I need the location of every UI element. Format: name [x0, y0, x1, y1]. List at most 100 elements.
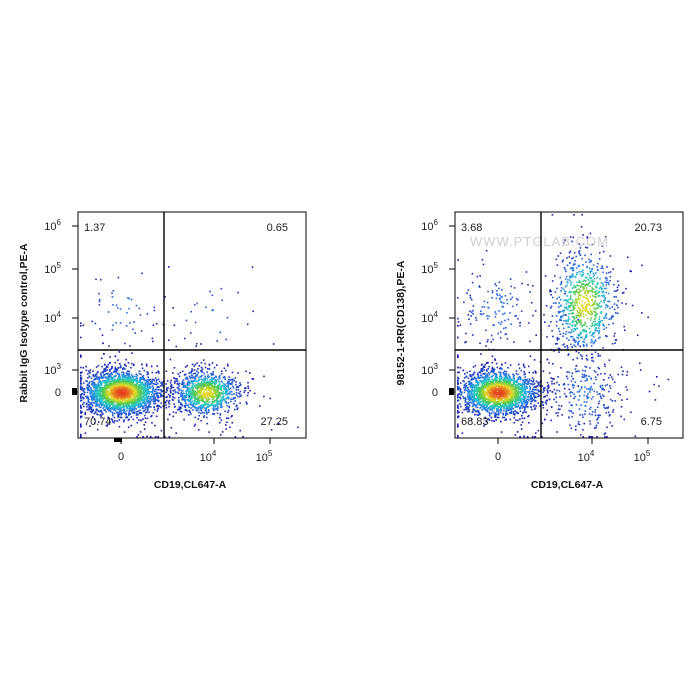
event-point — [653, 383, 655, 386]
event-point — [525, 411, 527, 414]
event-point — [169, 358, 172, 361]
event-point — [641, 312, 643, 314]
event-point — [466, 292, 468, 294]
event-point — [114, 399, 117, 401]
event-point — [138, 372, 141, 375]
quadrant-lower-right-value: 27.25 — [260, 416, 288, 428]
event-point — [135, 400, 138, 402]
event-point — [550, 377, 552, 379]
event-point — [191, 382, 193, 384]
event-point — [496, 416, 499, 419]
event-point — [227, 411, 229, 413]
event-point — [487, 368, 489, 370]
event-point — [84, 411, 87, 414]
event-point — [239, 395, 241, 398]
event-point — [500, 321, 503, 323]
event-point — [140, 412, 143, 414]
event-point — [189, 400, 191, 402]
event-point — [143, 424, 145, 426]
event-point — [182, 390, 184, 392]
event-point — [494, 414, 496, 417]
event-point — [112, 304, 114, 306]
event-point — [98, 300, 101, 303]
event-point — [634, 435, 636, 438]
event-point — [80, 388, 83, 391]
event-point — [91, 396, 93, 399]
event-point — [118, 373, 120, 376]
event-point — [113, 416, 116, 419]
event-point — [145, 404, 147, 407]
event-point — [532, 314, 534, 317]
event-point — [556, 287, 558, 290]
event-point — [97, 413, 99, 416]
event-point — [467, 289, 470, 291]
event-point — [601, 265, 604, 267]
event-point — [532, 388, 534, 391]
event-point — [221, 393, 224, 395]
event-point — [224, 376, 226, 379]
event-point — [541, 422, 544, 425]
event-point — [166, 389, 168, 392]
event-point — [575, 365, 578, 367]
event-point — [577, 319, 579, 321]
event-point — [568, 416, 570, 419]
event-point — [187, 400, 190, 402]
event-point — [609, 255, 612, 257]
event-point — [484, 363, 486, 366]
event-point — [463, 301, 465, 304]
event-point — [457, 415, 459, 418]
event-point — [208, 409, 210, 411]
event-point — [589, 406, 592, 409]
event-point — [244, 387, 246, 389]
event-point — [157, 371, 160, 373]
event-point — [527, 365, 530, 368]
event-point — [491, 368, 493, 370]
quadrant-upper-left-value: 1.37 — [84, 222, 105, 234]
event-point — [190, 413, 192, 415]
event-point — [88, 401, 90, 403]
event-point — [593, 427, 596, 429]
event-point — [109, 375, 111, 378]
event-point — [578, 250, 581, 252]
event-point — [203, 401, 206, 404]
event-point — [202, 384, 204, 387]
event-point — [89, 425, 91, 427]
event-point — [539, 385, 541, 387]
event-point — [135, 413, 138, 415]
event-point — [148, 379, 150, 381]
event-point — [220, 402, 222, 404]
event-point — [117, 413, 119, 415]
event-point — [507, 366, 509, 369]
event-point — [105, 424, 108, 427]
event-point — [545, 305, 548, 307]
event-point — [550, 419, 552, 422]
event-point — [92, 394, 94, 396]
event-point — [224, 378, 226, 381]
event-point — [103, 400, 105, 402]
event-point — [574, 429, 577, 431]
event-point — [616, 289, 619, 291]
event-point — [486, 301, 489, 304]
event-point — [125, 325, 128, 327]
event-point — [184, 373, 187, 376]
event-point — [220, 372, 223, 375]
event-point — [176, 380, 179, 383]
event-point — [120, 378, 123, 381]
event-point — [205, 407, 207, 409]
event-point — [138, 405, 140, 408]
event-point — [609, 374, 611, 376]
event-point — [201, 411, 204, 414]
event-point — [80, 415, 82, 418]
event-point — [202, 382, 204, 385]
event-point — [216, 409, 219, 411]
event-point — [217, 386, 220, 388]
event-point — [210, 395, 212, 397]
event-point — [613, 283, 615, 286]
event-point — [594, 411, 596, 413]
event-point — [165, 370, 168, 372]
event-point — [578, 251, 580, 253]
event-point — [95, 408, 98, 410]
event-point — [531, 377, 534, 379]
event-point — [94, 394, 97, 397]
event-point — [158, 372, 160, 374]
